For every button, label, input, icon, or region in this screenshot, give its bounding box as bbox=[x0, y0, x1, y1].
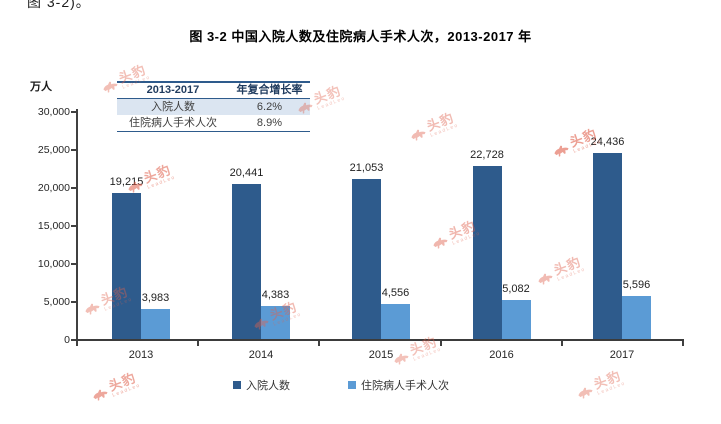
legend-swatch-icon bbox=[233, 381, 241, 389]
y-axis-tick bbox=[71, 301, 76, 303]
cagr-table-header-row: 2013-2017 年复合增长率 bbox=[117, 83, 310, 99]
legend-item: 住院病人手术人次 bbox=[348, 377, 449, 393]
cagr-row-label: 入院人数 bbox=[150, 101, 195, 113]
bar-admissions bbox=[112, 193, 141, 339]
bar-admissions bbox=[593, 153, 622, 339]
bar-value-label: 20,441 bbox=[229, 167, 264, 179]
legend-label: 入院人数 bbox=[246, 380, 290, 392]
cagr-row-label: 住院病人手术人次 bbox=[128, 117, 217, 129]
bar-value-label: 4,556 bbox=[381, 287, 410, 299]
legend-label: 住院病人手术人次 bbox=[361, 380, 449, 392]
x-axis-tick bbox=[682, 341, 684, 346]
leopard-logo-icon bbox=[551, 141, 572, 159]
watermark-text: 头豹 bbox=[424, 109, 457, 134]
watermark-subtext: LeadLeo bbox=[316, 95, 347, 112]
bar-admissions bbox=[352, 179, 381, 339]
bar-value-label: 3,983 bbox=[141, 292, 170, 304]
bar-value-label: 22,728 bbox=[470, 149, 504, 161]
x-axis-tick bbox=[197, 341, 200, 346]
leopard-logo-icon bbox=[82, 299, 103, 317]
y-axis-tick-label: 0 bbox=[64, 334, 70, 346]
watermark-text: 头豹 bbox=[551, 253, 584, 278]
bar-surgeries bbox=[141, 309, 170, 339]
y-axis-tick-label: 10,000 bbox=[37, 258, 70, 270]
cagr-header-rate: 年复合增长率 bbox=[236, 84, 303, 96]
bar-surgeries bbox=[622, 296, 651, 339]
bar-value-label: 24,436 bbox=[590, 136, 625, 148]
bar-surgeries bbox=[261, 306, 290, 339]
y-axis-tick-label: 5,000 bbox=[43, 296, 70, 308]
x-axis-tick bbox=[76, 341, 78, 346]
watermark-subtext: LeadLeo bbox=[556, 266, 587, 283]
x-axis-category-label: 2017 bbox=[609, 349, 635, 361]
x-axis-category-label: 2014 bbox=[248, 349, 274, 361]
cagr-summary-table: 2013-2017 年复合增长率 入院人数 6.2% 住院病人手术人次 8.9% bbox=[117, 81, 310, 132]
bar-value-label: 4,383 bbox=[261, 289, 290, 301]
cagr-table-row: 入院人数 6.2% bbox=[117, 99, 310, 115]
bar-admissions bbox=[232, 184, 261, 339]
y-axis-tick-label: 30,000 bbox=[37, 106, 70, 118]
bar-value-label: 5,596 bbox=[622, 279, 651, 291]
legend-swatch-icon bbox=[348, 381, 356, 389]
x-axis-tick bbox=[318, 341, 321, 346]
legend-item: 入院人数 bbox=[233, 377, 290, 393]
cagr-table-row: 住院病人手术人次 8.9% bbox=[117, 115, 310, 131]
chart-legend: 入院人数 住院病人手术人次 bbox=[0, 377, 682, 393]
y-axis-tick-label: 25,000 bbox=[37, 144, 70, 156]
x-axis-line bbox=[76, 339, 684, 341]
bar-value-label: 5,082 bbox=[502, 283, 530, 295]
x-axis-category-label: 2016 bbox=[489, 349, 514, 361]
y-axis-tick bbox=[71, 149, 76, 151]
watermark-subtext: LeadLeo bbox=[412, 346, 443, 363]
bar-surgeries bbox=[381, 304, 410, 339]
x-axis-category-label: 2015 bbox=[368, 349, 394, 361]
y-axis-tick bbox=[71, 263, 76, 265]
bar-surgeries bbox=[501, 300, 531, 339]
leadleo-watermark: 头豹 LeadLeo bbox=[406, 109, 460, 146]
watermark-subtext: LeadLeo bbox=[429, 122, 460, 139]
watermark-text: 头豹 bbox=[311, 82, 344, 107]
y-axis-tick bbox=[71, 225, 76, 227]
figure-title: 图 3-2 中国入院人数及住院病人手术人次，2013-2017 年 bbox=[189, 29, 532, 44]
leopard-logo-icon bbox=[408, 125, 429, 143]
y-axis-tick bbox=[71, 187, 76, 189]
bar-admissions bbox=[472, 166, 502, 339]
y-axis-tick bbox=[71, 339, 76, 341]
bar-value-label: 19,215 bbox=[109, 176, 144, 188]
x-axis-category-label: 2013 bbox=[128, 349, 154, 361]
cagr-header-period: 2013-2017 bbox=[146, 84, 200, 96]
y-axis-tick-label: 15,000 bbox=[37, 220, 70, 232]
watermark-text: 头豹 bbox=[407, 333, 440, 358]
bar-value-label: 21,053 bbox=[349, 162, 384, 174]
leopard-logo-icon bbox=[430, 233, 451, 251]
x-axis-tick bbox=[439, 341, 442, 346]
y-axis-tick bbox=[71, 111, 76, 113]
y-axis-line bbox=[76, 109, 78, 341]
cagr-row-value: 8.9% bbox=[256, 117, 282, 129]
clipped-paragraph-text: 图 3-2)。 bbox=[27, 0, 91, 10]
x-axis-tick bbox=[560, 341, 563, 346]
y-axis-unit-label: 万人 bbox=[30, 81, 52, 93]
y-axis-tick-label: 20,000 bbox=[37, 182, 70, 194]
cagr-row-value: 6.2% bbox=[256, 101, 282, 113]
